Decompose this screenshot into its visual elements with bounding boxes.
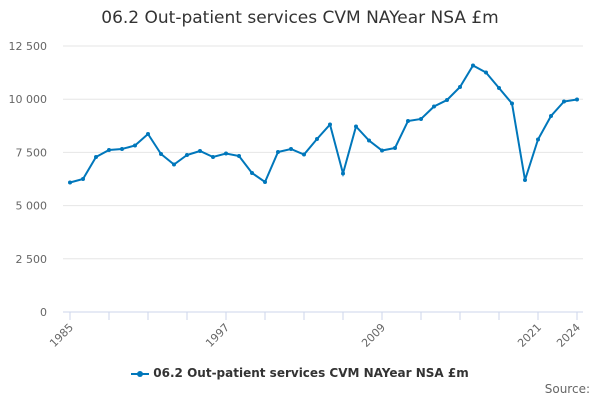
data-point xyxy=(471,63,475,68)
data-point xyxy=(237,154,241,159)
data-point xyxy=(133,143,137,148)
data-point xyxy=(185,152,189,157)
x-tick-label: 2024 xyxy=(554,321,583,350)
data-point xyxy=(484,70,488,75)
data-point xyxy=(341,171,345,176)
data-point xyxy=(198,148,202,153)
data-point xyxy=(380,148,384,153)
data-point xyxy=(406,118,410,123)
y-tick-label: 5 000 xyxy=(16,200,48,213)
data-point xyxy=(250,170,254,175)
legend-swatch xyxy=(131,370,150,377)
data-point xyxy=(81,177,85,181)
data-point xyxy=(211,154,215,159)
data-point xyxy=(432,104,436,109)
data-point xyxy=(497,86,501,91)
y-tick-label: 0 xyxy=(40,306,47,319)
data-point xyxy=(458,85,462,90)
data-point xyxy=(159,151,163,156)
data-point xyxy=(445,98,449,103)
data-point xyxy=(94,154,98,159)
data-point xyxy=(289,146,293,151)
data-point xyxy=(510,101,514,106)
x-tick-label: 2021 xyxy=(515,321,544,350)
legend[interactable]: 06.2 Out-patient services CVM NAYear NSA… xyxy=(0,366,600,380)
x-tick-label: 1985 xyxy=(47,321,76,350)
source-label: Source: xyxy=(544,382,590,396)
data-point xyxy=(523,178,527,183)
y-tick-label: 10 000 xyxy=(9,93,48,106)
data-point xyxy=(302,152,306,157)
legend-label: 06.2 Out-patient services CVM NAYear NSA… xyxy=(153,366,469,380)
data-point xyxy=(172,162,176,167)
data-point xyxy=(107,147,111,152)
y-tick-label: 2 500 xyxy=(16,253,48,266)
y-tick-label: 7 500 xyxy=(16,146,48,159)
x-tick-label: 2009 xyxy=(359,321,388,350)
data-point xyxy=(146,131,150,136)
data-point xyxy=(367,138,371,143)
data-point xyxy=(224,151,228,156)
data-point xyxy=(562,99,566,104)
data-point xyxy=(549,113,553,118)
data-point xyxy=(315,136,319,141)
x-tick-label: 1997 xyxy=(203,321,232,350)
data-point xyxy=(575,97,579,102)
data-point xyxy=(354,124,358,129)
data-point xyxy=(328,122,332,127)
chart-title: 06.2 Out-patient services CVM NAYear NSA… xyxy=(101,8,499,28)
y-tick-label: 12 500 xyxy=(9,40,48,53)
data-point xyxy=(263,179,267,184)
series-line xyxy=(69,64,578,184)
data-point xyxy=(276,149,280,154)
data-point xyxy=(120,146,124,151)
data-point xyxy=(536,137,540,142)
data-point xyxy=(68,180,72,185)
data-point xyxy=(393,145,397,150)
data-point xyxy=(419,116,423,121)
